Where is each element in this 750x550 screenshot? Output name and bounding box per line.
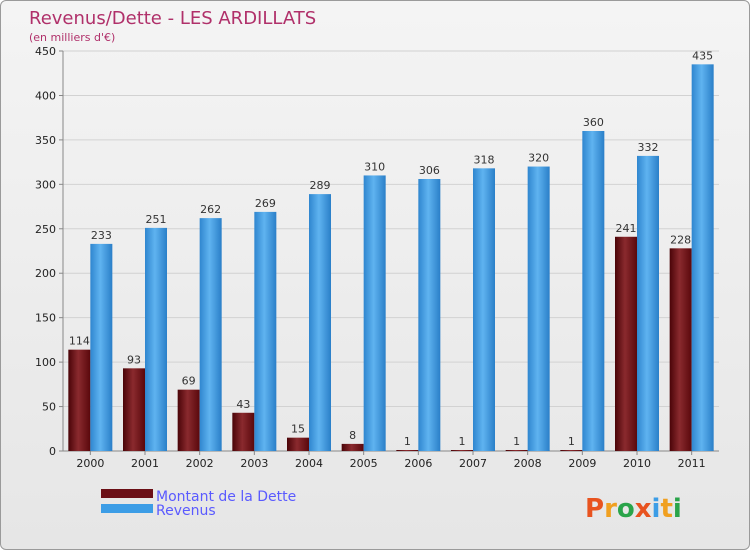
data-label: 310 — [364, 160, 385, 173]
data-label: 289 — [310, 179, 331, 192]
bar-debt — [396, 450, 419, 451]
bar-revenus — [254, 211, 277, 451]
y-tick-label: 50 — [42, 401, 56, 414]
logo-text: Proxiti — [585, 494, 682, 524]
bar-revenus — [691, 64, 714, 452]
logo-letter: t — [660, 494, 672, 524]
data-label: 360 — [583, 116, 604, 129]
bar-revenus — [637, 155, 659, 451]
bar-revenus — [199, 218, 222, 451]
y-axis: 0 50 100 150 200 250 300 350 400 450 — [35, 45, 719, 458]
bar-revenus — [90, 243, 113, 451]
y-tick-label: 400 — [35, 89, 56, 102]
data-label: 320 — [528, 152, 549, 165]
data-label: 43 — [236, 398, 250, 411]
bar-debt — [669, 248, 692, 451]
bar-debt — [177, 389, 200, 451]
y-tick-label: 200 — [35, 267, 56, 280]
logo-letter: r — [604, 494, 617, 524]
x-tick-label: 2007 — [459, 457, 487, 470]
bar-debt — [505, 450, 528, 451]
bar-revenus — [309, 194, 331, 451]
bar-debt — [287, 437, 309, 451]
grid-lines — [63, 50, 719, 452]
data-label: 228 — [670, 233, 691, 246]
bar-debt — [451, 450, 473, 451]
data-label: 233 — [91, 229, 112, 242]
logo-letter: P — [585, 494, 604, 524]
bar-revenus — [582, 131, 605, 451]
legend-label-debt: Montant de la Dette — [156, 489, 296, 505]
proxiti-logo: Proxiti — [585, 494, 682, 524]
y-tick-label: 300 — [35, 178, 56, 191]
bar-debt — [68, 349, 91, 451]
x-tick-label: 2010 — [623, 457, 651, 470]
data-label: 269 — [255, 197, 276, 210]
data-label: 69 — [182, 375, 196, 388]
data-label: 1 — [404, 435, 411, 448]
chart-title: Revenus/Dette - LES ARDILLATS — [29, 8, 316, 29]
legend-label-revenus: Revenus — [156, 503, 216, 519]
data-label: 1 — [568, 435, 575, 448]
x-tick-label: 2009 — [568, 457, 596, 470]
data-label: 114 — [69, 335, 90, 348]
y-tick-label: 150 — [35, 312, 56, 325]
x-tick-label: 2011 — [678, 457, 706, 470]
bar-revenus — [363, 175, 386, 451]
y-tick-label: 450 — [35, 45, 56, 58]
data-label: 241 — [616, 222, 637, 235]
data-label: 318 — [474, 153, 495, 166]
x-tick-label: 2004 — [295, 457, 323, 470]
data-label: 1 — [513, 435, 520, 448]
y-tick-label: 100 — [35, 356, 56, 369]
logo-letter: o — [617, 494, 635, 524]
bar-debt — [615, 236, 637, 451]
bar-debt — [341, 443, 364, 451]
data-label: 251 — [146, 213, 167, 226]
logo-letter: i — [673, 494, 682, 524]
bar-debt — [123, 368, 145, 451]
chart-subtitle: (en milliers d'€) — [29, 31, 115, 44]
bar-revenus — [473, 168, 495, 452]
data-label: 15 — [291, 423, 305, 436]
data-label: 1 — [459, 435, 466, 448]
logo-letter: i — [652, 494, 661, 524]
bar-revenus — [418, 179, 441, 451]
x-axis: 2000 2001 2002 2003 2004 2005 2006 2007 2008 2009… — [76, 451, 706, 470]
bar-revenus — [145, 227, 167, 451]
x-tick-label: 2002 — [186, 457, 214, 470]
data-label: 435 — [692, 49, 713, 62]
x-tick-label: 2003 — [240, 457, 268, 470]
y-tick-label: 350 — [35, 134, 56, 147]
legend-swatch-revenus — [101, 504, 153, 513]
x-tick-label: 2005 — [350, 457, 378, 470]
y-tick-label: 250 — [35, 223, 56, 236]
x-tick-label: 2001 — [131, 457, 159, 470]
data-label: 93 — [127, 353, 141, 366]
data-label: 8 — [349, 429, 356, 442]
legend-swatch-debt — [101, 489, 153, 498]
bars: 114 233 93 251 69 262 43 269 15 289 8 310 1 306 1 318 1 3… — [68, 49, 714, 452]
logo-letter: x — [635, 494, 652, 524]
data-label: 262 — [200, 203, 221, 216]
data-label: 306 — [419, 164, 440, 177]
bar-debt — [560, 450, 583, 451]
bar-revenus — [527, 166, 550, 452]
x-tick-label: 2000 — [76, 457, 104, 470]
data-label: 332 — [638, 141, 659, 154]
bar-debt — [232, 412, 255, 451]
x-tick-label: 2006 — [404, 457, 432, 470]
y-tick-label: 0 — [49, 445, 56, 458]
x-tick-label: 2008 — [514, 457, 542, 470]
legend: Montant de la Dette Revenus — [101, 489, 296, 519]
